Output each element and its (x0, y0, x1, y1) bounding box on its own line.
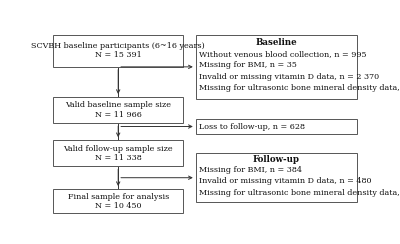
Text: Invalid or missing vitamin D data, n = 2 370: Invalid or missing vitamin D data, n = 2… (199, 73, 379, 81)
Text: Valid baseline sample size
N = 11 966: Valid baseline sample size N = 11 966 (65, 102, 171, 119)
Text: Invalid or missing vitamin D data, n = 480: Invalid or missing vitamin D data, n = 4… (199, 177, 372, 185)
Text: Without venous blood collection, n = 995: Without venous blood collection, n = 995 (199, 50, 366, 58)
Text: Missing for ultrasonic bone mineral density data, n = 24: Missing for ultrasonic bone mineral dens… (199, 189, 400, 197)
Text: Missing for BMI, n = 35: Missing for BMI, n = 35 (199, 61, 297, 69)
FancyBboxPatch shape (53, 97, 183, 123)
Text: Final sample for analysis
N = 10 450: Final sample for analysis N = 10 450 (68, 193, 169, 210)
FancyBboxPatch shape (196, 153, 357, 202)
Text: Follow-up: Follow-up (253, 155, 300, 164)
Text: Missing for BMI, n = 384: Missing for BMI, n = 384 (199, 166, 302, 174)
FancyBboxPatch shape (53, 189, 183, 214)
FancyBboxPatch shape (196, 35, 357, 99)
Text: Valid follow-up sample size
N = 11 338: Valid follow-up sample size N = 11 338 (63, 145, 173, 162)
Text: SCVBH baseline participants (6~16 years)
N = 15 391: SCVBH baseline participants (6~16 years)… (31, 42, 205, 60)
FancyBboxPatch shape (53, 140, 183, 166)
Text: Missing for ultrasonic bone mineral density data, n = 25: Missing for ultrasonic bone mineral dens… (199, 84, 400, 92)
FancyBboxPatch shape (53, 35, 183, 67)
Text: Loss to follow-up, n = 628: Loss to follow-up, n = 628 (199, 122, 305, 131)
FancyBboxPatch shape (196, 120, 357, 133)
Text: Baseline: Baseline (256, 38, 297, 47)
